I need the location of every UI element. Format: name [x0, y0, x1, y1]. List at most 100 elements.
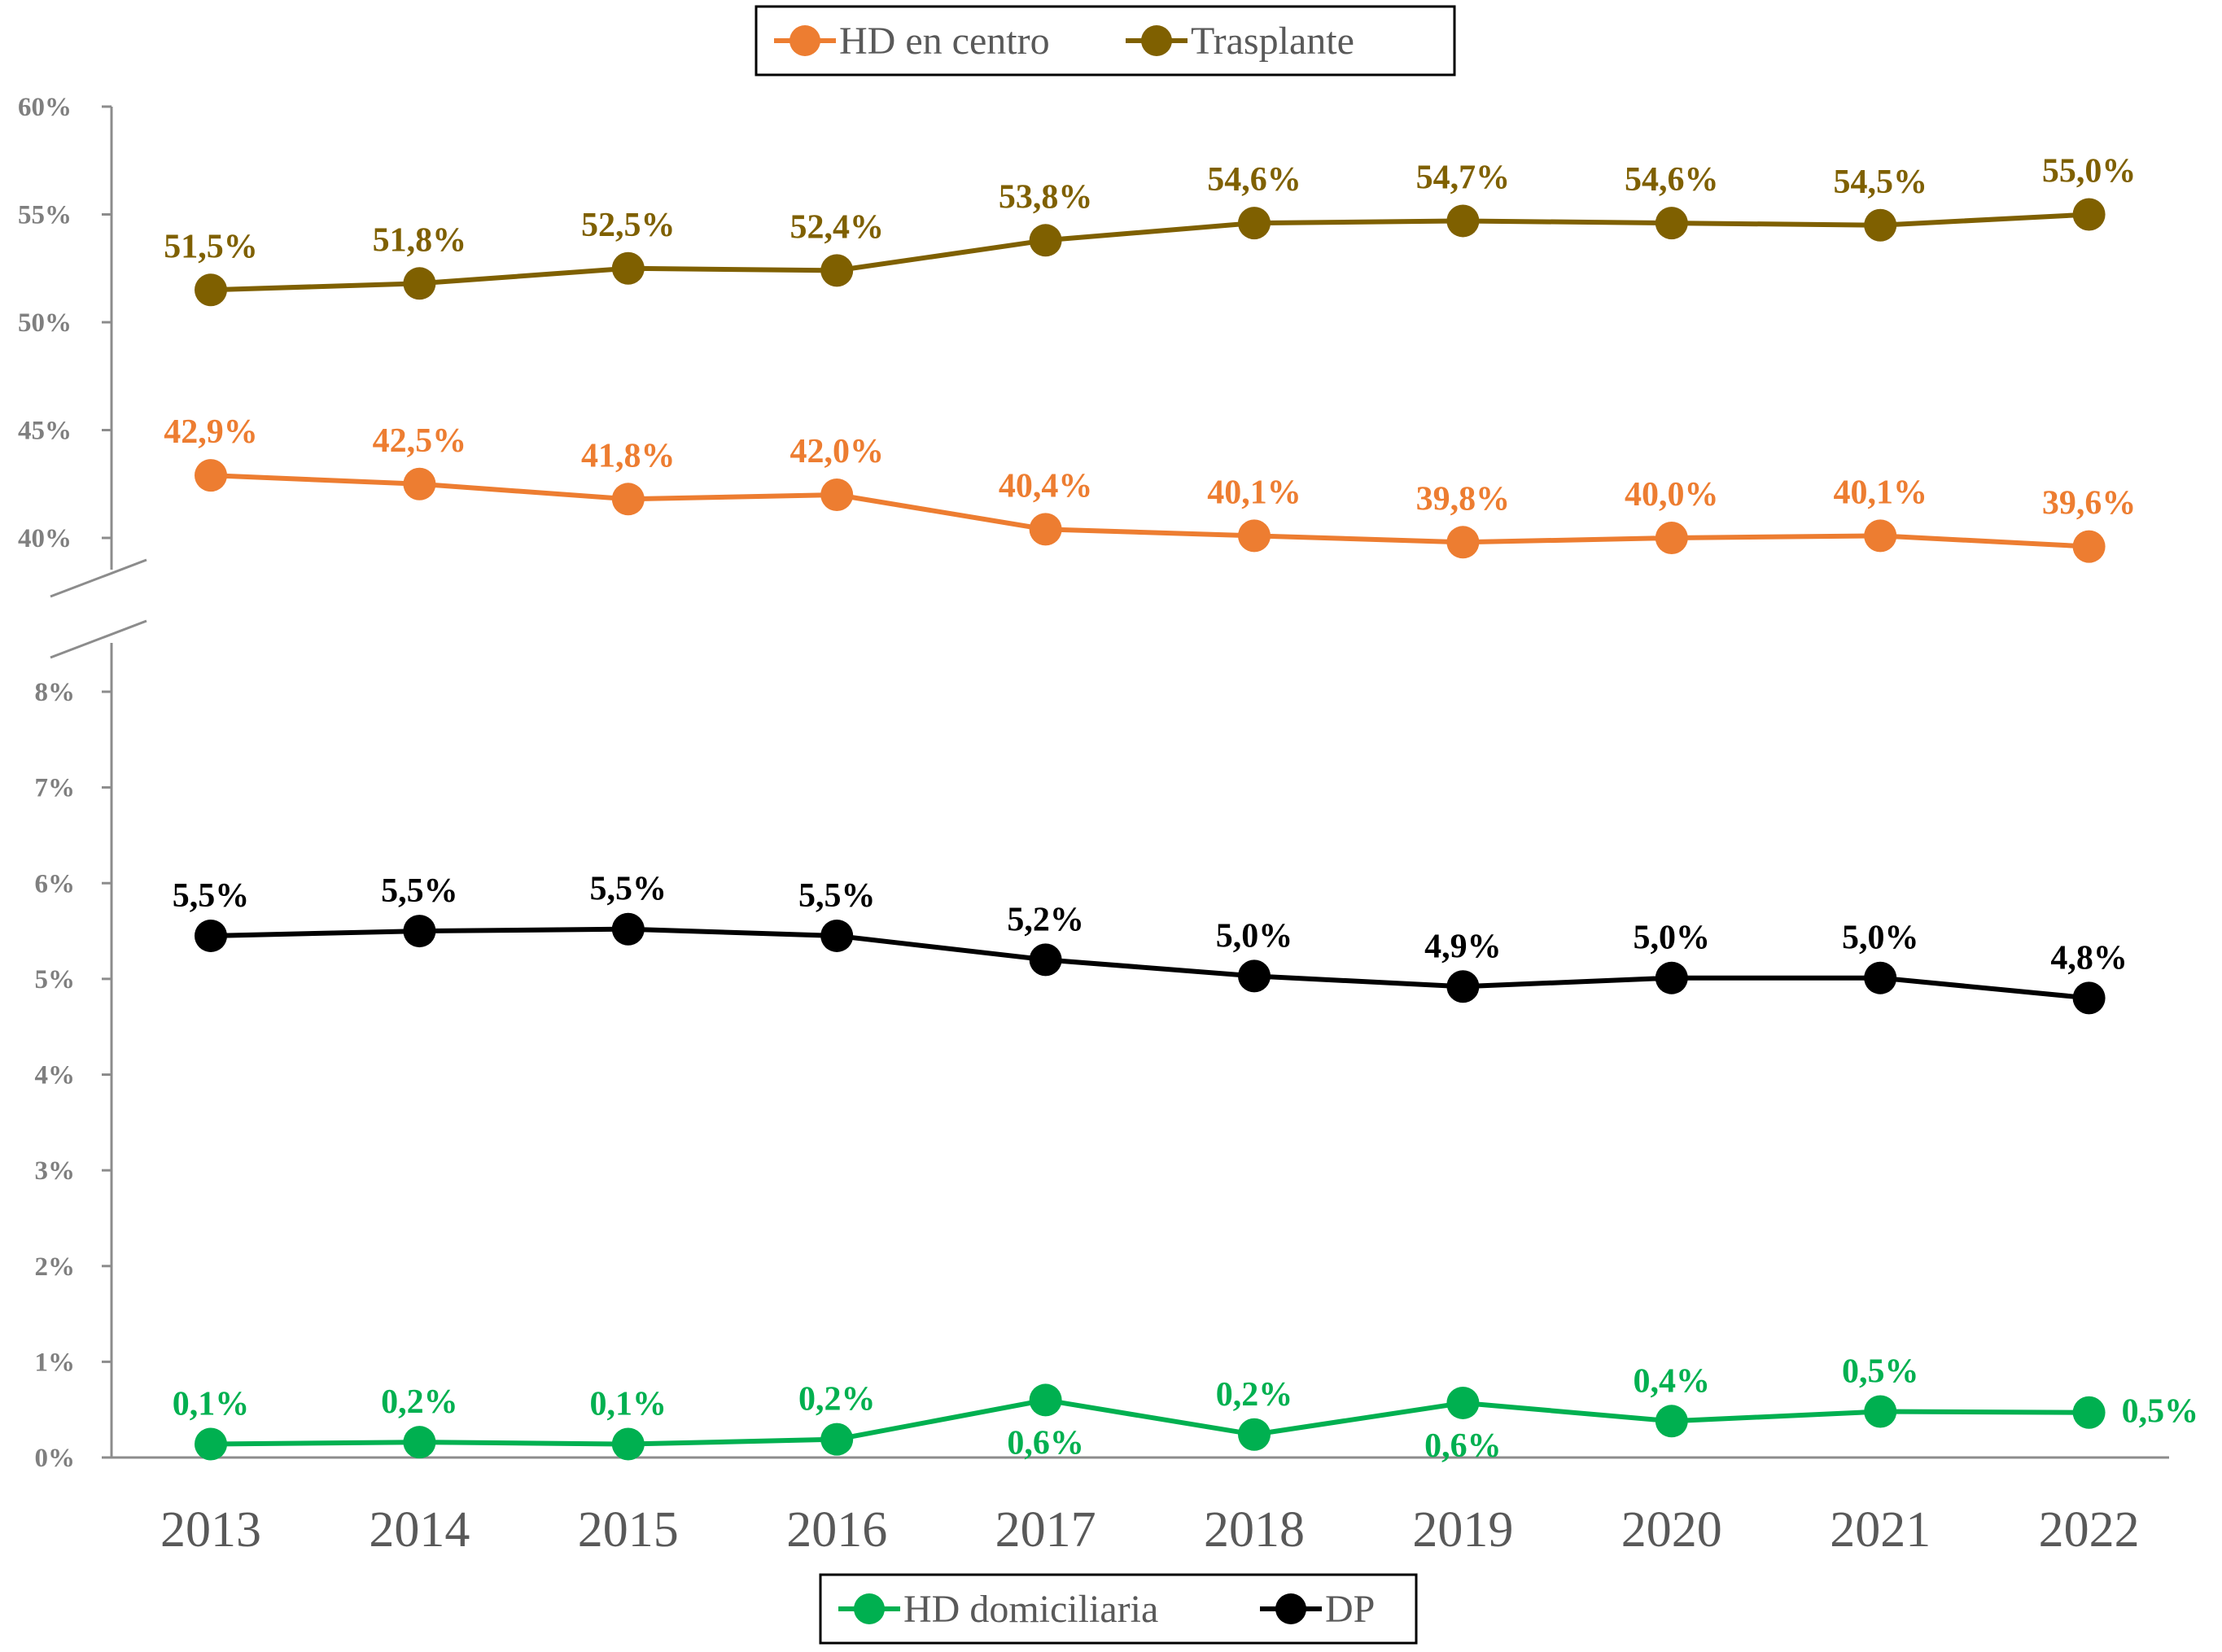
data-label-dp: 5,5%	[798, 877, 876, 915]
x-tick-label: 2014	[369, 1502, 470, 1558]
data-point-dp	[611, 912, 645, 946]
data-label-hd-domiciliaria: 0,4%	[1634, 1362, 1711, 1400]
data-label-hd-domiciliaria: 0,1%	[173, 1386, 250, 1423]
data-point-hd-domiciliaria	[1238, 1418, 1271, 1451]
data-point-hd-domiciliaria	[820, 1423, 854, 1456]
x-tick-label: 2016	[786, 1502, 887, 1558]
data-label-trasplante: 53,8%	[999, 178, 1093, 216]
legend-swatch-marker-hd-domiciliaria	[854, 1593, 885, 1624]
series-line-hd-en-centro	[210, 473, 2089, 549]
data-label-trasplante: 51,8%	[373, 221, 467, 259]
data-label-hd-en-centro: 42,5%	[373, 422, 467, 460]
data-point-dp	[1655, 961, 1688, 994]
data-label-hd-domiciliaria: 0,6%	[1424, 1427, 1502, 1465]
data-label-trasplante: 52,5%	[581, 207, 676, 244]
data-label-trasplante: 54,5%	[1833, 164, 1927, 201]
data-label-hd-en-centro: 40,1%	[1833, 474, 1927, 511]
data-point-hd-domiciliaria	[403, 1426, 436, 1459]
series-line-hd-domiciliaria	[210, 1397, 2089, 1447]
y-tick-label-upper: 60%	[18, 93, 72, 122]
data-label-hd-domiciliaria: 0,2%	[1216, 1376, 1293, 1414]
axes: 40% 45% 50% 55% 60% 0% 1% 2% 3% 4% 5% 6% 7% 8% 2013 201…	[18, 93, 2169, 1558]
y-tick-label-lower: 6%	[35, 869, 76, 898]
data-point-hd-domiciliaria	[1864, 1395, 1897, 1428]
data-point-hd-domiciliaria	[611, 1427, 645, 1461]
legend-label-hd-domiciliaria: HD domiciliaria	[903, 1588, 1158, 1631]
data-label-dp: 5,5%	[381, 872, 458, 910]
x-tick-label: 2018	[1204, 1502, 1305, 1558]
data-point-hd-domiciliaria	[2072, 1396, 2106, 1429]
data-point-hd-en-centro	[820, 479, 854, 511]
data-point-dp	[820, 919, 854, 952]
y-tick-label-lower: 8%	[35, 678, 76, 707]
x-tick-label: 2020	[1621, 1502, 1722, 1558]
axis-break-mark-lower	[50, 619, 147, 659]
x-tick-label: 2021	[1830, 1502, 1931, 1558]
data-label-trasplante: 54,6%	[1625, 161, 1719, 199]
legend-swatch-marker-dp	[1275, 1593, 1306, 1624]
y-tick-label-lower: 1%	[35, 1348, 76, 1377]
data-point-trasplante	[820, 254, 854, 287]
data-point-hd-en-centro	[1446, 526, 1480, 559]
x-tick-label: 2015	[578, 1502, 679, 1558]
data-label-dp: 4,9%	[1424, 928, 1502, 965]
data-point-trasplante	[1655, 207, 1688, 240]
data-point-trasplante	[2072, 198, 2106, 231]
data-point-trasplante	[403, 267, 436, 300]
legend-label-trasplante: Trasplante	[1191, 20, 1354, 63]
y-tick-label-lower: 2%	[35, 1252, 76, 1282]
series-line-dp	[210, 926, 2089, 1001]
data-point-trasplante	[1864, 208, 1897, 242]
legend-bottom: HD domiciliaria DP	[819, 1573, 1418, 1645]
series-lines	[195, 198, 2106, 1461]
y-tick-label-upper: 40%	[18, 524, 72, 553]
y-tick-label-upper: 55%	[18, 201, 72, 230]
data-point-hd-domiciliaria	[1655, 1405, 1688, 1438]
data-point-hd-domiciliaria	[195, 1427, 227, 1461]
data-label-hd-en-centro: 42,9%	[164, 413, 258, 451]
legend-top: HD en centro Trasplante	[755, 5, 1456, 76]
legend-label-dp: DP	[1325, 1588, 1375, 1631]
data-point-hd-en-centro	[2072, 530, 2106, 563]
x-tick-label: 2017	[995, 1502, 1096, 1558]
data-label-hd-en-centro: 40,0%	[1625, 476, 1719, 514]
data-point-hd-en-centro	[1655, 522, 1688, 554]
data-point-hd-domiciliaria	[1029, 1383, 1062, 1417]
y-tick-label-upper: 50%	[18, 308, 72, 338]
axis-break-mark-upper	[50, 558, 147, 598]
legend-swatch-marker-hd-en-centro	[790, 25, 820, 56]
data-point-hd-en-centro	[611, 483, 645, 516]
y-tick-label-lower: 7%	[35, 774, 76, 803]
data-point-trasplante	[1238, 207, 1271, 240]
y-tick-label-lower: 4%	[35, 1061, 76, 1090]
y-tick-label-lower: 3%	[35, 1156, 76, 1186]
data-label-trasplante: 51,5%	[164, 228, 258, 265]
legend-label-hd-en-centro: HD en centro	[839, 20, 1050, 63]
data-label-dp: 5,5%	[590, 871, 667, 908]
y-tick-label-upper: 45%	[18, 417, 72, 446]
data-point-hd-domiciliaria	[1446, 1386, 1480, 1419]
data-label-hd-domiciliaria: 0,5%	[2122, 1393, 2199, 1431]
data-label-dp: 4,8%	[2050, 939, 2128, 977]
data-label-dp: 5,0%	[1634, 920, 1711, 957]
data-point-dp	[2072, 981, 2106, 1015]
x-tick-label: 2019	[1412, 1502, 1513, 1558]
data-point-hd-en-centro	[195, 459, 227, 492]
x-tick-label: 2013	[160, 1502, 261, 1558]
data-label-dp: 5,5%	[173, 877, 250, 915]
data-point-dp	[403, 915, 436, 948]
data-label-hd-domiciliaria: 0,2%	[798, 1381, 876, 1418]
series-line-trasplante	[210, 212, 2089, 293]
data-labels: 42,9% 42,5% 41,8% 42,0% 40,4% 40,1% 39,8% 40,0%…	[164, 153, 2198, 1465]
y-tick-label-lower: 5%	[35, 965, 76, 994]
data-point-dp	[195, 919, 227, 952]
data-label-hd-domiciliaria: 0,6%	[1007, 1424, 1084, 1462]
data-label-trasplante: 54,7%	[1416, 159, 1511, 196]
data-label-dp: 5,2%	[1007, 901, 1084, 938]
data-point-trasplante	[1446, 204, 1480, 238]
data-label-hd-en-centro: 39,6%	[2042, 485, 2137, 522]
data-point-dp	[1238, 959, 1271, 993]
data-point-hd-en-centro	[1029, 513, 1062, 546]
data-label-hd-en-centro: 40,4%	[999, 467, 1093, 505]
